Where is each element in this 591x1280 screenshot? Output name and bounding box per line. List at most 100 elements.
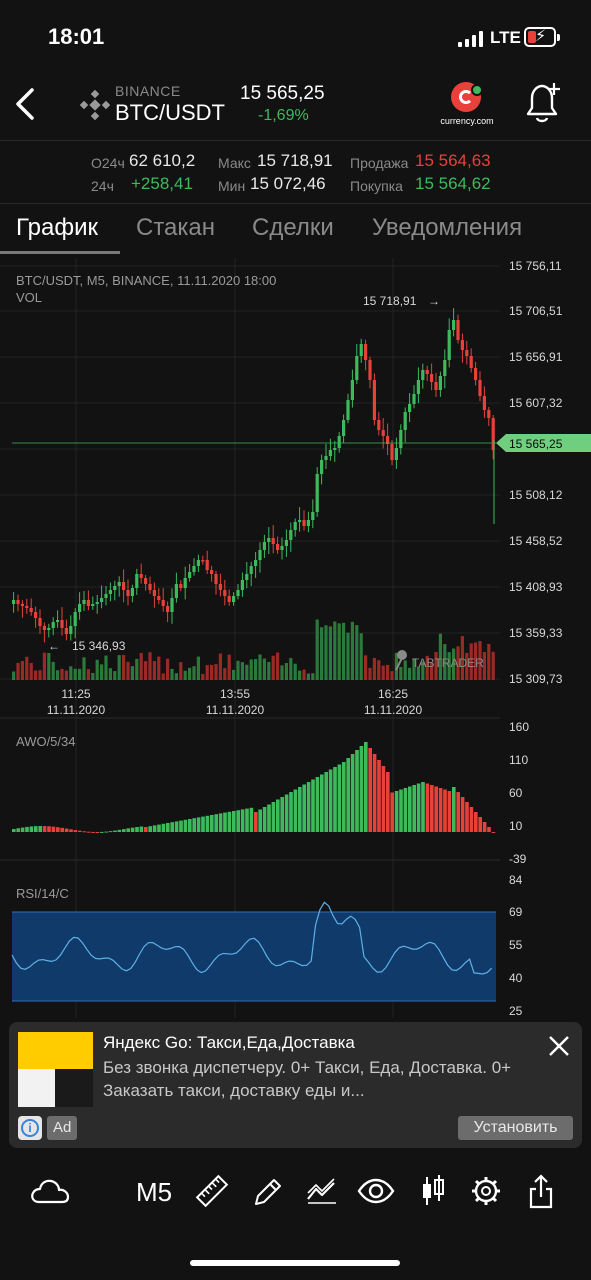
chart-info: BTC/USDT, M5, BINANCE, 11.11.2020 18:00 — [16, 273, 276, 288]
awo-bar — [113, 830, 117, 832]
install-button[interactable]: Установить — [458, 1116, 573, 1140]
pair-name[interactable]: BTC/USDT — [115, 100, 225, 125]
candle-body — [368, 360, 372, 380]
volume-bar — [210, 664, 214, 680]
candle-body — [425, 370, 429, 374]
tab-orderbook[interactable]: Стакан — [136, 214, 216, 241]
awo-bar — [328, 769, 333, 832]
close-icon[interactable] — [546, 1033, 572, 1059]
tab-trades[interactable]: Сделки — [252, 214, 334, 241]
buy-value: 15 564,62 — [415, 174, 491, 193]
awo-bar — [425, 783, 430, 832]
candle-body — [170, 598, 174, 612]
candle-body — [447, 330, 451, 360]
bell-add-icon[interactable] — [520, 80, 564, 126]
awo-bar — [443, 789, 447, 832]
volume-bar — [214, 664, 218, 680]
awo-bar — [218, 813, 223, 832]
volume-bar — [364, 655, 368, 680]
candle-body — [78, 604, 82, 612]
awo-bar — [333, 767, 337, 832]
candle-body — [126, 590, 130, 596]
sell-label: Продажа — [350, 155, 409, 171]
candle-body — [311, 512, 315, 520]
candle-body — [69, 626, 73, 634]
awo-bar — [82, 831, 86, 833]
indicators-icon[interactable] — [304, 1171, 340, 1211]
awo-bar — [311, 779, 315, 832]
awo-bar — [346, 758, 350, 832]
candle-body — [315, 474, 319, 512]
tab-chart[interactable]: График — [16, 214, 98, 241]
awo-bar — [130, 827, 135, 832]
candle-body — [262, 542, 266, 550]
candle-body — [491, 418, 495, 450]
ruler-icon[interactable] — [194, 1171, 230, 1211]
volume-bar — [95, 659, 99, 680]
volume-bar — [12, 671, 16, 680]
tab-alerts[interactable]: Уведомления — [372, 214, 523, 241]
awo-bar — [47, 826, 51, 832]
header-divider — [0, 140, 591, 141]
volume-bar — [100, 664, 104, 680]
awo-bar — [126, 828, 130, 832]
header-change: -1,69% — [258, 107, 309, 124]
candle-body — [302, 520, 306, 526]
volume-bar — [78, 668, 82, 680]
awo-bar — [100, 831, 104, 833]
candle-body — [258, 550, 262, 560]
candle-body — [91, 604, 95, 606]
h24-label: 24ч — [91, 178, 114, 194]
ad-title[interactable]: Яндекс Go: Такси,Еда,Доставка — [103, 1033, 355, 1052]
eye-icon[interactable] — [356, 1171, 396, 1211]
volume-bar — [196, 656, 200, 680]
awo-bar — [403, 788, 408, 832]
candle-body — [276, 544, 280, 550]
currency-com-logo[interactable]: currency.com — [436, 80, 498, 130]
info-icon[interactable]: i — [18, 1116, 42, 1140]
awo-bar — [386, 772, 390, 832]
high-marker: 15 718,91 — [363, 294, 417, 308]
pencil-icon[interactable] — [249, 1171, 283, 1211]
candle-body — [196, 560, 200, 566]
candle-body — [148, 584, 152, 590]
awo-bar — [469, 807, 474, 832]
volume-bar — [412, 658, 416, 680]
candle-body — [403, 412, 407, 430]
awo-bar — [139, 826, 144, 832]
rsi-axis-tick: 84 — [509, 873, 523, 887]
share-icon[interactable] — [526, 1171, 556, 1211]
candle-body — [333, 448, 337, 450]
volume-bar — [280, 665, 284, 680]
volume-bar — [315, 619, 319, 680]
price-chart[interactable]: 15 565,25 BTC/USDT, M5, BINANCE, 11.11.2… — [0, 254, 591, 1024]
volume-bar — [139, 652, 143, 680]
awo-bar — [368, 748, 372, 832]
rsi-band — [12, 912, 496, 1001]
awo-bar — [232, 811, 236, 832]
volume-bar — [179, 662, 183, 680]
candles-icon[interactable] — [418, 1171, 448, 1211]
volume-bar — [430, 662, 434, 680]
candle-body — [487, 410, 491, 418]
cloud-icon[interactable] — [28, 1171, 72, 1211]
awo-bar — [491, 832, 496, 833]
awo-bar — [298, 787, 302, 832]
yandex-go-app-icon[interactable] — [18, 1032, 93, 1107]
awo-bar — [262, 807, 267, 832]
settings-icon[interactable] — [468, 1171, 504, 1211]
candle-body — [408, 404, 412, 412]
volume-bar — [271, 655, 275, 680]
candle-body — [430, 374, 434, 382]
back-icon[interactable] — [10, 84, 44, 124]
candle-body — [201, 560, 205, 562]
timeframe-button[interactable]: M5 — [136, 1177, 173, 1207]
candle-body — [29, 608, 33, 612]
volume-bar — [452, 648, 456, 680]
header-price: 15 565,25 — [240, 83, 325, 104]
tabtrader-watermark-icon — [395, 650, 407, 671]
buy-label: Покупка — [350, 178, 403, 194]
candle-body — [82, 600, 86, 604]
candle-body — [73, 612, 77, 626]
awo-bar — [447, 791, 452, 832]
